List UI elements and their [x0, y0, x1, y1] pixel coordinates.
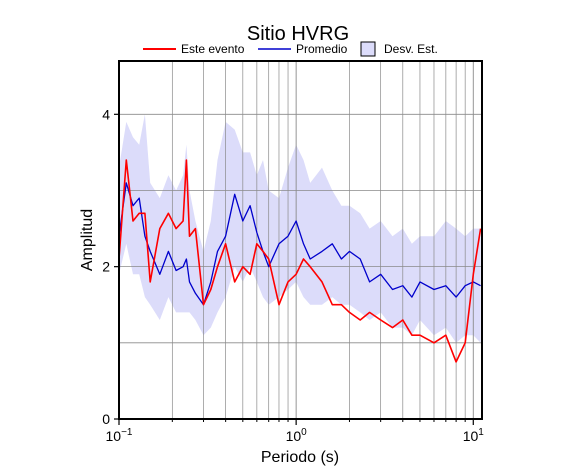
y-tick-label: 2 — [102, 259, 110, 275]
x-axis-label: Periodo (s) — [261, 449, 339, 466]
std-band — [119, 114, 481, 343]
std-band-layer — [119, 114, 481, 343]
legend-std-label: Desv. Est. — [384, 42, 438, 56]
x-tick-label: 101 — [463, 427, 485, 444]
series-average-line — [118, 182, 481, 306]
series-event-line — [118, 159, 482, 363]
legend-average-label: Promedio — [296, 42, 348, 56]
legend-std-swatch — [360, 41, 376, 57]
y-tick-label: 4 — [102, 106, 110, 122]
y-axis-label: Amplitud — [79, 209, 96, 271]
plot-frame — [118, 60, 483, 420]
legend: Este evento Promedio Desv. Est. — [143, 41, 438, 57]
series-layer — [118, 159, 482, 363]
y-tick-label: 0 — [102, 411, 110, 427]
chart-title: Sitio HVRG — [247, 23, 349, 45]
x-tick-label: 100 — [286, 427, 308, 444]
x-tick-label: 10−1 — [106, 427, 133, 444]
legend-event-label: Este evento — [181, 42, 245, 56]
